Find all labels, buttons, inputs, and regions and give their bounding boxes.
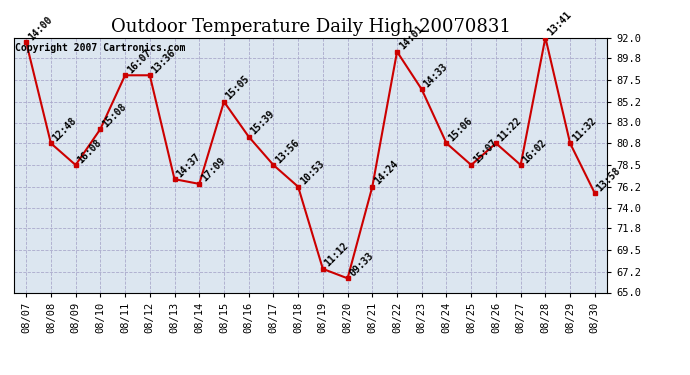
Text: 16:07: 16:07 <box>125 47 153 75</box>
Text: 13:56: 13:56 <box>273 137 302 165</box>
Text: 14:37: 14:37 <box>175 152 202 179</box>
Text: 13:36: 13:36 <box>150 47 177 75</box>
Text: 11:32: 11:32 <box>570 116 598 143</box>
Text: 15:05: 15:05 <box>224 74 252 102</box>
Text: 14:33: 14:33 <box>422 62 450 90</box>
Text: 17:09: 17:09 <box>199 156 227 184</box>
Title: Outdoor Temperature Daily High 20070831: Outdoor Temperature Daily High 20070831 <box>110 18 511 36</box>
Text: 15:06: 15:06 <box>446 116 474 143</box>
Text: 14:01: 14:01 <box>397 24 425 52</box>
Text: 13:58: 13:58 <box>595 165 622 194</box>
Text: 11:12: 11:12 <box>323 241 351 269</box>
Text: 09:33: 09:33 <box>348 251 375 278</box>
Text: 15:39: 15:39 <box>248 109 277 136</box>
Text: 11:22: 11:22 <box>496 116 524 143</box>
Text: 16:08: 16:08 <box>76 137 104 165</box>
Text: Copyright 2007 Cartronics.com: Copyright 2007 Cartronics.com <box>15 43 186 52</box>
Text: 10:53: 10:53 <box>298 159 326 187</box>
Text: 15:07: 15:07 <box>471 137 499 165</box>
Text: 12:48: 12:48 <box>51 116 79 143</box>
Text: 15:08: 15:08 <box>100 101 128 129</box>
Text: 16:02: 16:02 <box>521 137 549 165</box>
Text: 13:41: 13:41 <box>545 10 573 38</box>
Text: 14:00: 14:00 <box>26 14 54 42</box>
Text: 14:24: 14:24 <box>373 159 400 187</box>
